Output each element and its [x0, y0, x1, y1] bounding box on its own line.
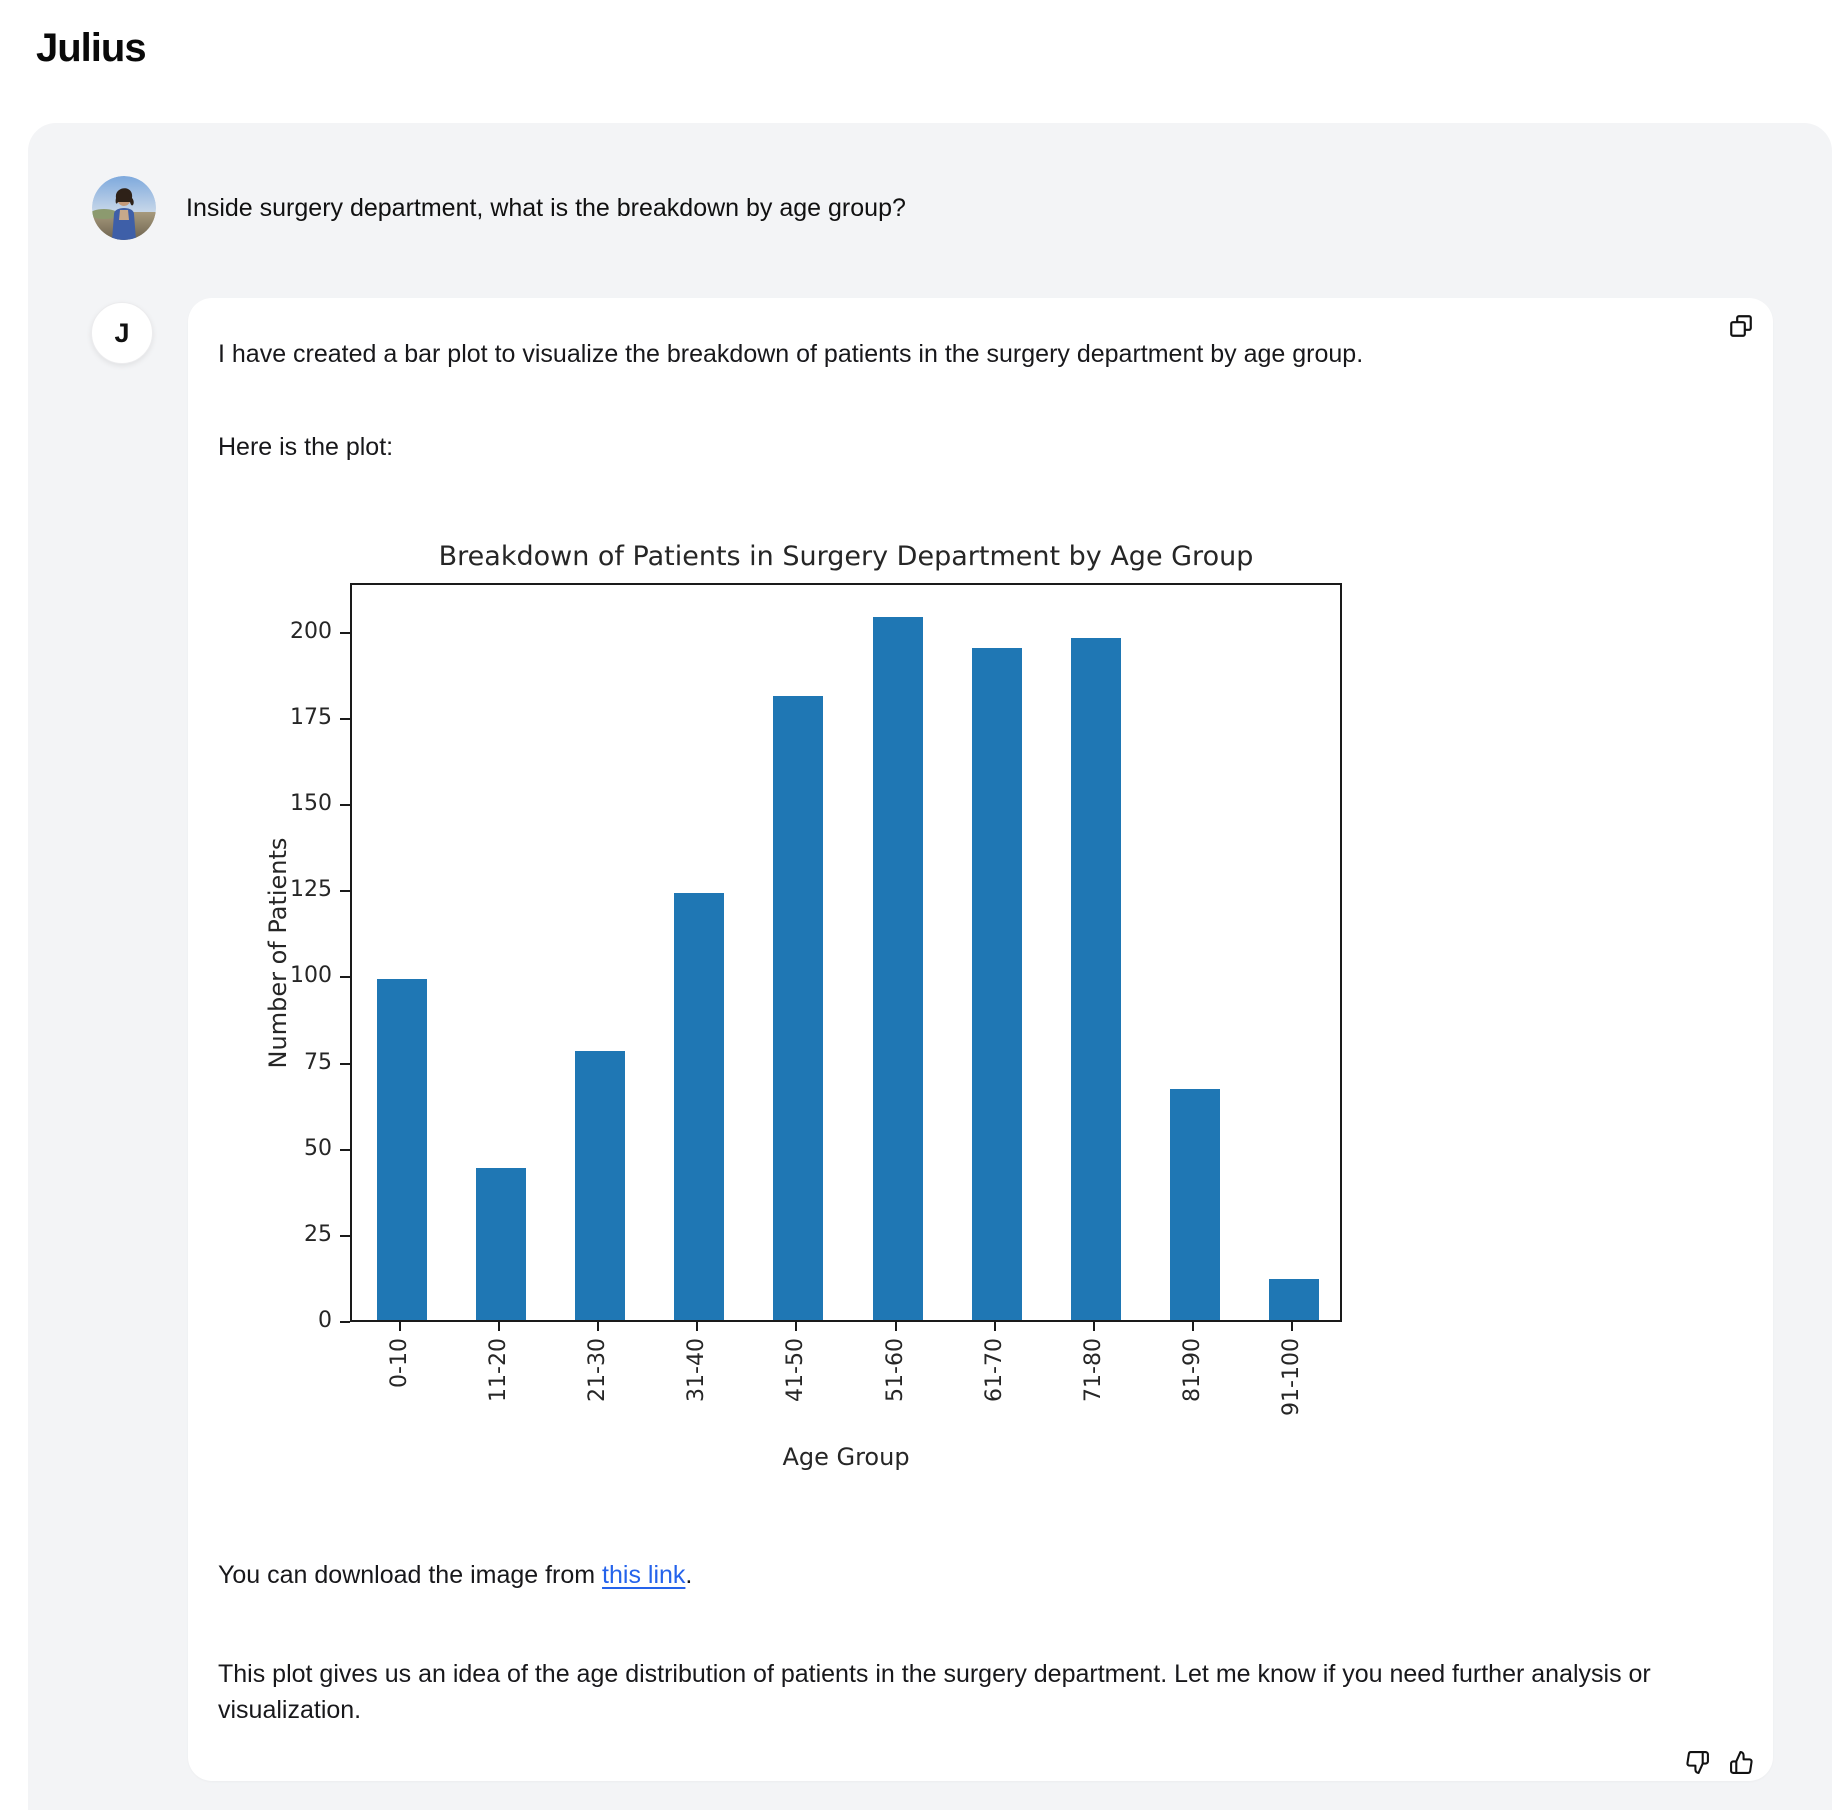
y-tick [340, 1234, 350, 1237]
y-tick-label: 150 [290, 791, 332, 817]
download-line: You can download the image from this lin… [218, 1557, 1718, 1593]
y-tick [340, 804, 350, 807]
user-avatar-photo [92, 176, 156, 240]
thumbs-down-button[interactable] [1681, 1746, 1713, 1778]
x-tick [398, 1322, 401, 1331]
x-tick [993, 1322, 996, 1331]
user-message-text: Inside surgery department, what is the b… [186, 194, 906, 222]
x-tick [497, 1322, 500, 1331]
user-avatar [92, 176, 156, 240]
bar-21-30 [575, 1051, 625, 1320]
assistant-paragraph-1: I have created a bar plot to visualize t… [218, 340, 1364, 368]
chart-y-axis-label: Number of Patients [264, 837, 292, 1068]
y-tick [340, 1062, 350, 1065]
y-tick [340, 1321, 350, 1323]
bar-61-70 [971, 648, 1022, 1320]
x-tick-label: 71-80 [1081, 1338, 1106, 1402]
x-tick-label: 61-70 [981, 1338, 1007, 1402]
chart-title: Breakdown of Patients in Surgery Departm… [438, 541, 1254, 572]
download-text-prefix: You can download the image from [218, 1561, 603, 1589]
assistant-paragraph-2: Here is the plot: [218, 433, 394, 461]
x-tick-label: 91-100 [1279, 1338, 1305, 1416]
x-tick [1192, 1322, 1195, 1331]
bar-51-60 [872, 617, 923, 1320]
chart-x-axis-label: Age Group [782, 1443, 910, 1471]
bar-31-40 [674, 892, 725, 1320]
x-tick-label: 21-30 [585, 1338, 610, 1402]
y-tick-label: 175 [290, 705, 332, 731]
bar-81-90 [1170, 1089, 1221, 1320]
bar-41-50 [773, 696, 824, 1320]
chat-thread: Inside surgery department, what is the b… [28, 123, 1832, 1810]
y-tick-label: 100 [290, 963, 332, 989]
chart-plot-area [350, 583, 1342, 1322]
x-tick [795, 1322, 798, 1331]
x-tick-label: 31-40 [684, 1338, 710, 1402]
assistant-avatar-initial: J [114, 317, 130, 348]
x-tick-label: 51-60 [882, 1338, 908, 1402]
bar-91-100 [1269, 1278, 1320, 1320]
y-tick-label: 75 [304, 1049, 332, 1075]
bar-71-80 [1071, 637, 1121, 1320]
x-tick [1291, 1322, 1294, 1331]
x-tick-label: 81-90 [1180, 1338, 1206, 1402]
thumbs-down-icon [1685, 1750, 1709, 1774]
x-tick [696, 1322, 699, 1331]
x-tick [1093, 1322, 1095, 1331]
bar-11-20 [475, 1168, 526, 1320]
chart-image: Breakdown of Patients in Surgery Departm… [240, 535, 1380, 1495]
copy-icon [1730, 315, 1752, 337]
feedback-actions [1681, 1746, 1757, 1778]
assistant-paragraph-3: This plot gives us an idea of the age di… [218, 1660, 1651, 1724]
x-tick [894, 1322, 897, 1331]
thumbs-up-button[interactable] [1725, 1746, 1757, 1778]
y-tick [340, 890, 350, 893]
y-tick-label: 25 [304, 1221, 332, 1247]
thumbs-up-icon [1729, 1750, 1753, 1774]
download-link[interactable]: this link [602, 1561, 686, 1589]
assistant-message-card: I have created a bar plot to visualize t… [188, 298, 1773, 1781]
bar-0-10 [376, 978, 427, 1320]
y-tick [340, 976, 350, 979]
download-text-suffix: . [685, 1561, 693, 1589]
x-tick-label: 0-10 [386, 1338, 412, 1388]
app-title: Julius [36, 26, 147, 70]
y-tick-label: 0 [318, 1308, 332, 1333]
x-tick [597, 1322, 599, 1331]
y-tick-label: 125 [290, 877, 332, 903]
x-tick-label: 41-50 [783, 1338, 809, 1402]
y-tick [340, 1148, 350, 1151]
y-tick-label: 200 [290, 618, 332, 644]
assistant-avatar: J [91, 302, 153, 364]
y-tick [340, 718, 350, 721]
copy-button[interactable] [1725, 310, 1757, 342]
y-tick-label: 50 [304, 1135, 332, 1161]
y-tick [340, 631, 350, 634]
x-tick-label: 11-20 [485, 1338, 511, 1402]
